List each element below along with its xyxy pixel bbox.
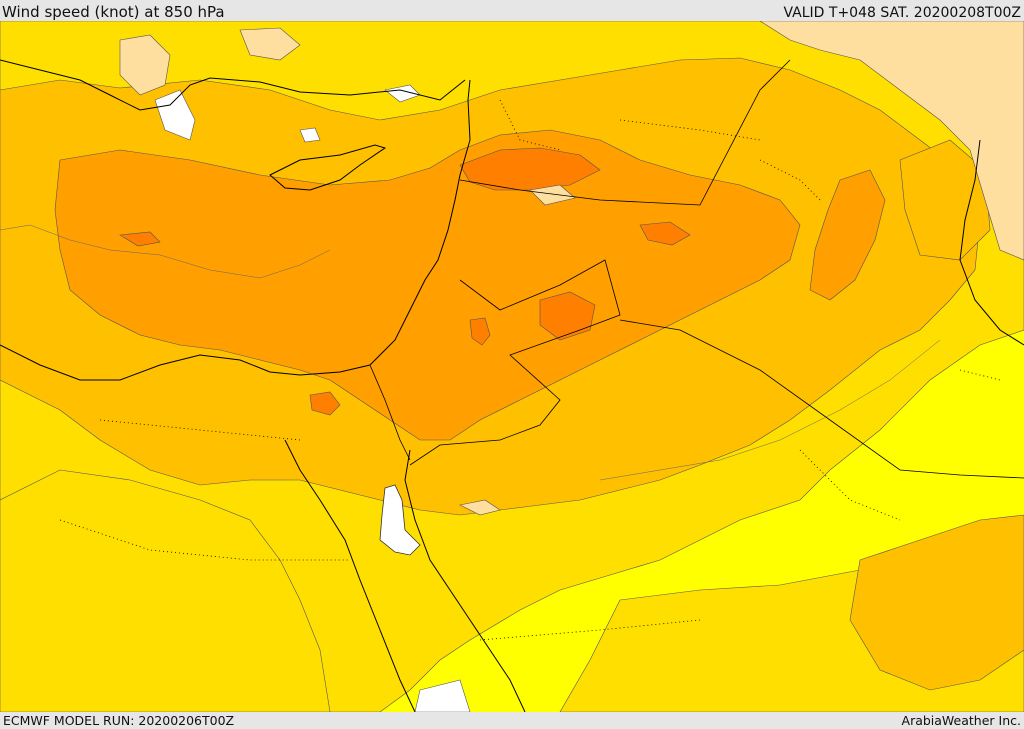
band-light-west (0, 469, 331, 712)
coastline-persian-gulf (959, 139, 1024, 346)
calm-patch-east (529, 184, 576, 206)
calm-patch-n1 (119, 34, 171, 96)
credit-label: ArabiaWeather Inc. (901, 713, 1021, 728)
map-title: Wind speed (knot) at 850 hPa (2, 3, 225, 21)
wind-speed-map (0, 21, 1024, 712)
border-syria-iraq (459, 59, 791, 206)
calm-white-south (414, 679, 471, 712)
calm-white-3 (299, 127, 321, 143)
border-jordan-saudi (409, 259, 621, 466)
coastline-turkey (0, 59, 466, 111)
band-strongest-5 (309, 391, 341, 416)
band-medium-se (849, 514, 1024, 691)
coastline-gulf-aqaba (404, 449, 526, 712)
calm-patch-n2 (239, 27, 301, 61)
band-strongest-2 (539, 291, 596, 341)
band-medium-ne (899, 139, 991, 261)
footer-bar: ECMWF MODEL RUN: 20200206T00Z ArabiaWeat… (0, 712, 1024, 729)
calm-white-deadsea (379, 484, 421, 556)
band-strongest-1 (459, 147, 601, 191)
title-bar: Wind speed (knot) at 850 hPa VALID T+048… (0, 0, 1024, 21)
admin-lines (59, 99, 1001, 641)
calm-white-1 (154, 89, 196, 141)
calm-patch-ne (759, 21, 1024, 261)
coastline-redsea-gulf-suez (284, 439, 416, 712)
calm-patch-jordan (459, 499, 501, 516)
model-run-label: ECMWF MODEL RUN: 20200206T00Z (3, 713, 235, 728)
band-strongest-3 (639, 221, 691, 246)
contour-line-1 (0, 224, 331, 279)
band-strong-east (809, 169, 886, 301)
band-strongest-6 (119, 231, 161, 247)
border-egypt-israel (369, 364, 411, 461)
border-saudi-iraq (619, 319, 1024, 479)
band-strongest-4 (469, 317, 491, 346)
coastline-cyprus (269, 144, 387, 191)
band-strong (54, 129, 801, 441)
contour-line-2 (599, 339, 941, 481)
map-canvas (0, 21, 1024, 712)
valid-time: VALID T+048 SAT. 20200208T00Z (783, 5, 1021, 21)
